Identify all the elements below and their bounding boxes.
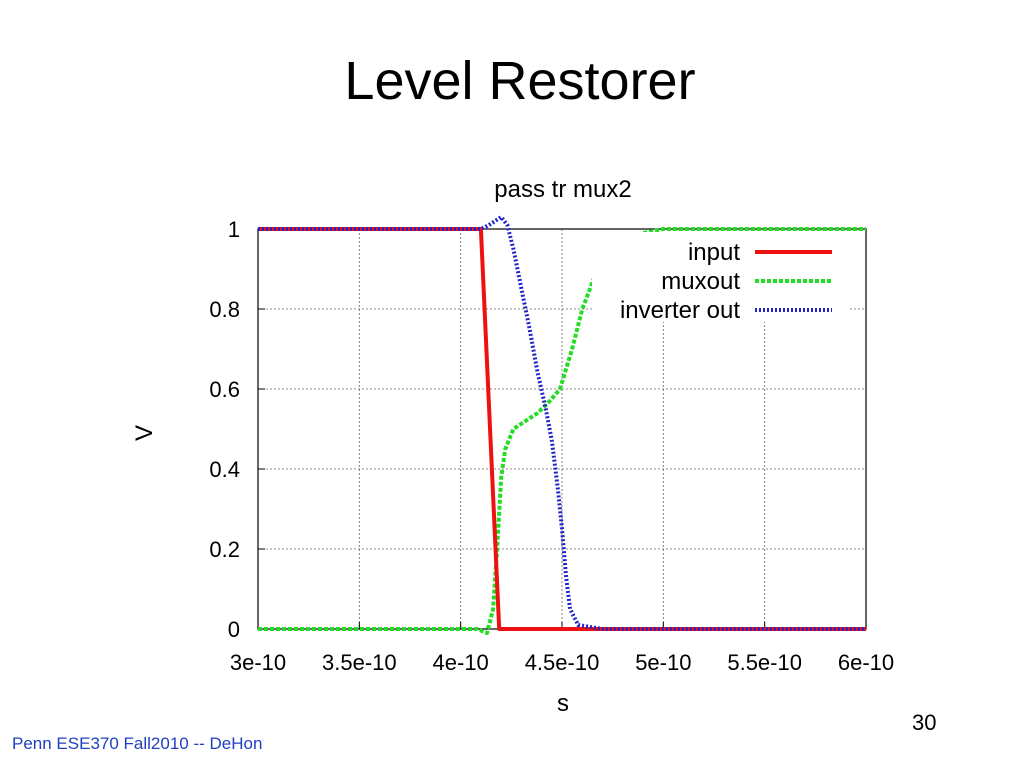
slide-title: Level Restorer bbox=[344, 51, 696, 111]
chart-series bbox=[258, 215, 866, 635]
page-number: 30 bbox=[912, 710, 937, 735]
series-line-muxout bbox=[258, 227, 866, 635]
x-tick-label: 3e-10 bbox=[230, 650, 286, 675]
chart-title: pass tr mux2 bbox=[494, 176, 631, 203]
y-tick-label: 0.8 bbox=[209, 297, 240, 322]
x-tick-label: 6e-10 bbox=[838, 650, 894, 675]
y-tick-label: 0.2 bbox=[209, 537, 240, 562]
y-tick-label: 0.4 bbox=[209, 457, 240, 482]
series-line-inverter-out bbox=[258, 215, 866, 631]
y-tick-label: 0.6 bbox=[209, 377, 240, 402]
x-tick-label: 4e-10 bbox=[433, 650, 489, 675]
legend-label: inverter out bbox=[620, 297, 740, 324]
x-axis-label: s bbox=[557, 690, 569, 717]
legend-label: muxout bbox=[661, 268, 740, 295]
y-tick-label: 1 bbox=[228, 217, 240, 242]
legend-label: input bbox=[688, 239, 740, 266]
footer-text: Penn ESE370 Fall2010 -- DeHon bbox=[12, 734, 263, 753]
legend-background bbox=[592, 232, 850, 322]
x-tick-label: 5.5e-10 bbox=[727, 650, 802, 675]
x-tick-label: 5e-10 bbox=[635, 650, 691, 675]
x-tick-label: 4.5e-10 bbox=[525, 650, 600, 675]
y-tick-label: 0 bbox=[228, 617, 240, 642]
x-axis: 3e-10 3.5e-10 4e-10 4.5e-10 5e-10 5.5e-10 6e-1… bbox=[230, 622, 894, 675]
y-axis: 0 0.2 0.4 0.6 0.8 1 bbox=[209, 217, 265, 642]
chart-grid bbox=[258, 229, 866, 629]
x-tick-label: 3.5e-10 bbox=[322, 650, 397, 675]
y-axis-label: V bbox=[131, 425, 158, 441]
